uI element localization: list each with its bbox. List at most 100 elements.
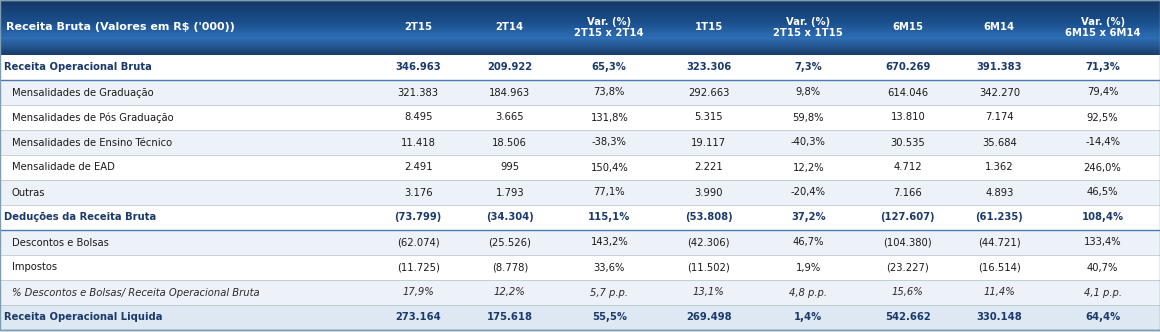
- Bar: [0, 49, 1160, 50]
- Text: 1,4%: 1,4%: [795, 312, 822, 322]
- Text: 13,1%: 13,1%: [693, 288, 725, 297]
- Text: Var. (%)
2T15 x 1T15: Var. (%) 2T15 x 1T15: [774, 17, 843, 38]
- Text: Receita Bruta (Valores em R$ ('000)): Receita Bruta (Valores em R$ ('000)): [6, 23, 234, 33]
- Bar: [0, 80, 1160, 105]
- Text: 391.383: 391.383: [977, 62, 1022, 72]
- Text: Mensalidades de Ensino Técnico: Mensalidades de Ensino Técnico: [12, 137, 172, 147]
- Text: 995: 995: [500, 162, 520, 173]
- Text: Var. (%)
6M15 x 6M14: Var. (%) 6M15 x 6M14: [1065, 17, 1140, 38]
- Bar: [0, 14, 1160, 16]
- Bar: [0, 11, 1160, 12]
- Text: 5,7 p.p.: 5,7 p.p.: [590, 288, 629, 297]
- Text: (8.778): (8.778): [492, 263, 528, 273]
- Text: 13.810: 13.810: [891, 113, 926, 123]
- Bar: [0, 20, 1160, 21]
- Bar: [0, 30, 1160, 31]
- Text: 55,5%: 55,5%: [592, 312, 626, 322]
- Text: 184.963: 184.963: [490, 88, 530, 98]
- Text: Mensalidades de Pós Graduação: Mensalidades de Pós Graduação: [12, 112, 174, 123]
- Text: 30.535: 30.535: [891, 137, 926, 147]
- Text: 7.166: 7.166: [893, 188, 922, 198]
- Text: (23.227): (23.227): [886, 263, 929, 273]
- Text: 292.663: 292.663: [688, 88, 730, 98]
- Text: 175.618: 175.618: [487, 312, 532, 322]
- Bar: [0, 205, 1160, 230]
- Text: 9,8%: 9,8%: [796, 88, 821, 98]
- Text: 2.491: 2.491: [404, 162, 433, 173]
- Text: (16.514): (16.514): [978, 263, 1021, 273]
- Bar: [0, 0, 1160, 1]
- Text: 7,3%: 7,3%: [795, 62, 822, 72]
- Text: Outras: Outras: [12, 188, 45, 198]
- Text: 4,8 p.p.: 4,8 p.p.: [789, 288, 827, 297]
- Text: Mensalidades de Graduação: Mensalidades de Graduação: [12, 88, 153, 98]
- Text: 2.221: 2.221: [695, 162, 723, 173]
- Bar: [0, 7, 1160, 8]
- Text: 346.963: 346.963: [396, 62, 441, 72]
- Bar: [0, 8, 1160, 9]
- Bar: [0, 19, 1160, 20]
- Bar: [0, 37, 1160, 39]
- Text: Descontos e Bolsas: Descontos e Bolsas: [12, 237, 109, 247]
- Text: % Descontos e Bolsas/ Receita Operacional Bruta: % Descontos e Bolsas/ Receita Operaciona…: [12, 288, 260, 297]
- Bar: [0, 3, 1160, 5]
- Text: 143,2%: 143,2%: [590, 237, 629, 247]
- Bar: [0, 31, 1160, 32]
- Bar: [0, 16, 1160, 17]
- Text: 3.176: 3.176: [404, 188, 433, 198]
- Bar: [0, 53, 1160, 55]
- Bar: [0, 53, 1160, 54]
- Bar: [0, 17, 1160, 18]
- Text: 6M15: 6M15: [892, 23, 923, 33]
- Text: Impostos: Impostos: [12, 263, 57, 273]
- Text: 17,9%: 17,9%: [403, 288, 434, 297]
- Text: 11.418: 11.418: [400, 137, 436, 147]
- Bar: [0, 43, 1160, 45]
- Bar: [0, 255, 1160, 280]
- Text: 3.665: 3.665: [495, 113, 524, 123]
- Text: 321.383: 321.383: [398, 88, 438, 98]
- Bar: [0, 45, 1160, 47]
- Bar: [0, 9, 1160, 10]
- Text: 5.315: 5.315: [695, 113, 723, 123]
- Text: 1.793: 1.793: [495, 188, 524, 198]
- Bar: [0, 51, 1160, 52]
- Bar: [0, 15, 1160, 17]
- Text: 115,1%: 115,1%: [588, 212, 631, 222]
- Text: 37,2%: 37,2%: [791, 212, 826, 222]
- Bar: [0, 21, 1160, 22]
- Bar: [0, 55, 1160, 80]
- Bar: [0, 44, 1160, 46]
- Text: 2T15: 2T15: [404, 23, 433, 33]
- Bar: [0, 26, 1160, 28]
- Text: 4,1 p.p.: 4,1 p.p.: [1083, 288, 1122, 297]
- Text: 330.148: 330.148: [977, 312, 1022, 322]
- Bar: [0, 42, 1160, 44]
- Bar: [0, 1, 1160, 3]
- Bar: [0, 23, 1160, 25]
- Text: 614.046: 614.046: [887, 88, 928, 98]
- Bar: [0, 6, 1160, 7]
- Text: 1,9%: 1,9%: [796, 263, 821, 273]
- Bar: [0, 280, 1160, 305]
- Text: 12,2%: 12,2%: [792, 162, 824, 173]
- Bar: [0, 32, 1160, 33]
- Text: 1T15: 1T15: [695, 23, 723, 33]
- Bar: [0, 39, 1160, 40]
- Text: 79,4%: 79,4%: [1087, 88, 1118, 98]
- Text: 18.506: 18.506: [492, 137, 528, 147]
- Text: 46,5%: 46,5%: [1087, 188, 1118, 198]
- Text: (11.502): (11.502): [688, 263, 730, 273]
- Bar: [0, 180, 1160, 205]
- Text: 73,8%: 73,8%: [594, 88, 625, 98]
- Bar: [0, 29, 1160, 30]
- Text: 46,7%: 46,7%: [792, 237, 824, 247]
- Text: (53.808): (53.808): [686, 212, 733, 222]
- Bar: [0, 33, 1160, 34]
- Text: (73.799): (73.799): [394, 212, 442, 222]
- Text: (11.725): (11.725): [397, 263, 440, 273]
- Text: 670.269: 670.269: [885, 62, 930, 72]
- Text: 150,4%: 150,4%: [590, 162, 629, 173]
- Bar: [0, 24, 1160, 26]
- Text: 6M14: 6M14: [984, 23, 1015, 33]
